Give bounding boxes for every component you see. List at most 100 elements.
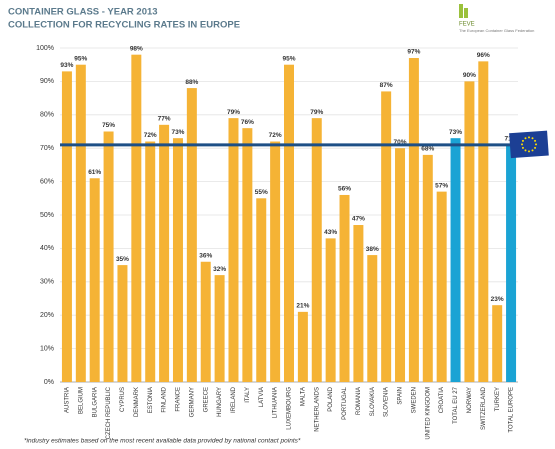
x-tick-label: GREECE [203,387,209,412]
x-tick-label: MALTA [300,387,306,406]
logo-text: FEVE [459,22,475,28]
y-tick-label: 50% [40,212,54,219]
x-tick-label: LITHUANIA [273,387,279,418]
x-tick-label: ROMANIA [356,387,362,415]
footnote: *industry estimates based on the most re… [24,438,301,445]
x-tick-label: AUSTRIA [65,387,71,413]
value-label: 72% [144,132,157,139]
y-tick-label: 70% [40,145,54,152]
bar [145,141,156,382]
x-tick-label: GERMANY [189,387,195,417]
bar [395,148,406,382]
x-tick-label: SPAIN [398,387,404,405]
bar [367,255,378,382]
x-tick-label: DENMARK [134,387,140,417]
x-tick-label: CROATIA [439,387,445,413]
flag-star [528,136,530,139]
value-label: 79% [227,109,240,116]
x-tick-label: LATVIA [259,387,265,407]
value-label: 95% [282,55,295,62]
bar [159,124,170,382]
x-tick-label: TOTAL EUROPE [509,387,515,433]
x-tick-label: TURKEY [495,387,501,411]
x-tick-label: NETHERLANDS [314,387,320,432]
flag-star [528,150,530,153]
bar [200,261,211,382]
bar [103,131,114,382]
value-label: 87% [380,82,393,89]
bar [284,64,294,382]
bar [228,118,239,382]
value-label: 55% [255,189,268,196]
chart-title: CONTAINER GLASS - YEAR 2013 [8,7,158,18]
x-tick-label: HUNGARY [217,387,223,417]
value-label: 90% [463,72,476,79]
x-tick-label: UNITED KINGDOM [425,387,431,440]
value-label: 72% [269,132,282,139]
x-tick-label: CYPRUS [120,387,126,412]
value-label: 36% [199,252,212,259]
flag-star [534,139,537,142]
value-label: 68% [421,146,434,153]
flag-field [509,130,549,159]
bar [117,265,128,382]
value-label: 93% [60,62,73,69]
chart-subtitle: COLLECTION FOR RECYCLING RATES IN EUROPE [8,20,240,31]
bar [506,144,517,382]
value-label: 61% [88,169,101,176]
x-tick-label: ESTONIA [148,387,154,413]
x-tick-label: SLOVAKIA [370,387,376,416]
bar [270,141,281,382]
value-label: 47% [352,216,365,223]
x-tick-label: FRANCE [176,387,182,412]
value-label: 21% [296,303,309,310]
x-tick-label: PORTUGAL [342,386,348,420]
value-label: 96% [477,52,490,59]
flag-star [521,139,524,142]
value-label: 79% [310,109,323,116]
value-label: 76% [241,119,254,126]
value-label: 70% [394,139,407,146]
value-label: 32% [213,266,226,273]
y-tick-label: 80% [40,112,54,119]
value-label: 95% [74,55,87,62]
y-tick-label: 100% [36,45,54,52]
bar [242,128,253,382]
value-label: 38% [366,246,379,253]
x-tick-label: BELGIUM [78,387,84,414]
flag-star [531,149,534,152]
flag-star [524,137,527,140]
value-label: 75% [102,122,115,129]
flag-star [524,149,527,152]
value-label: 43% [324,229,337,236]
bar [61,71,72,382]
bar [172,138,183,382]
flag-star [535,143,537,146]
flag-star [531,137,534,140]
value-label: 97% [407,49,420,56]
bar [256,198,267,382]
bar [339,194,350,382]
x-tick-label: TOTAL EU 27 [453,386,459,424]
value-label: 57% [435,182,448,189]
x-tick-label: CZECH REPUBLIC [106,386,112,439]
x-tick-label: SWEDEN [411,387,417,413]
value-label: 56% [338,186,351,193]
bar [450,138,461,382]
bar [311,118,322,382]
value-label: 73% [171,129,184,136]
logo-subtitle: The European Container Glass Federation [459,28,534,33]
flag-star [521,143,523,146]
value-label: 23% [491,296,504,303]
logo: FEVE The European Container Glass Federa… [459,4,534,33]
bar [75,64,86,382]
x-tick-label: FINLAND [162,386,168,412]
value-label: 88% [185,79,198,86]
bar [381,91,392,383]
bar [297,311,308,382]
bar [186,88,197,382]
value-label: 35% [116,256,129,263]
bar [422,154,433,382]
eu-flag [509,130,549,159]
